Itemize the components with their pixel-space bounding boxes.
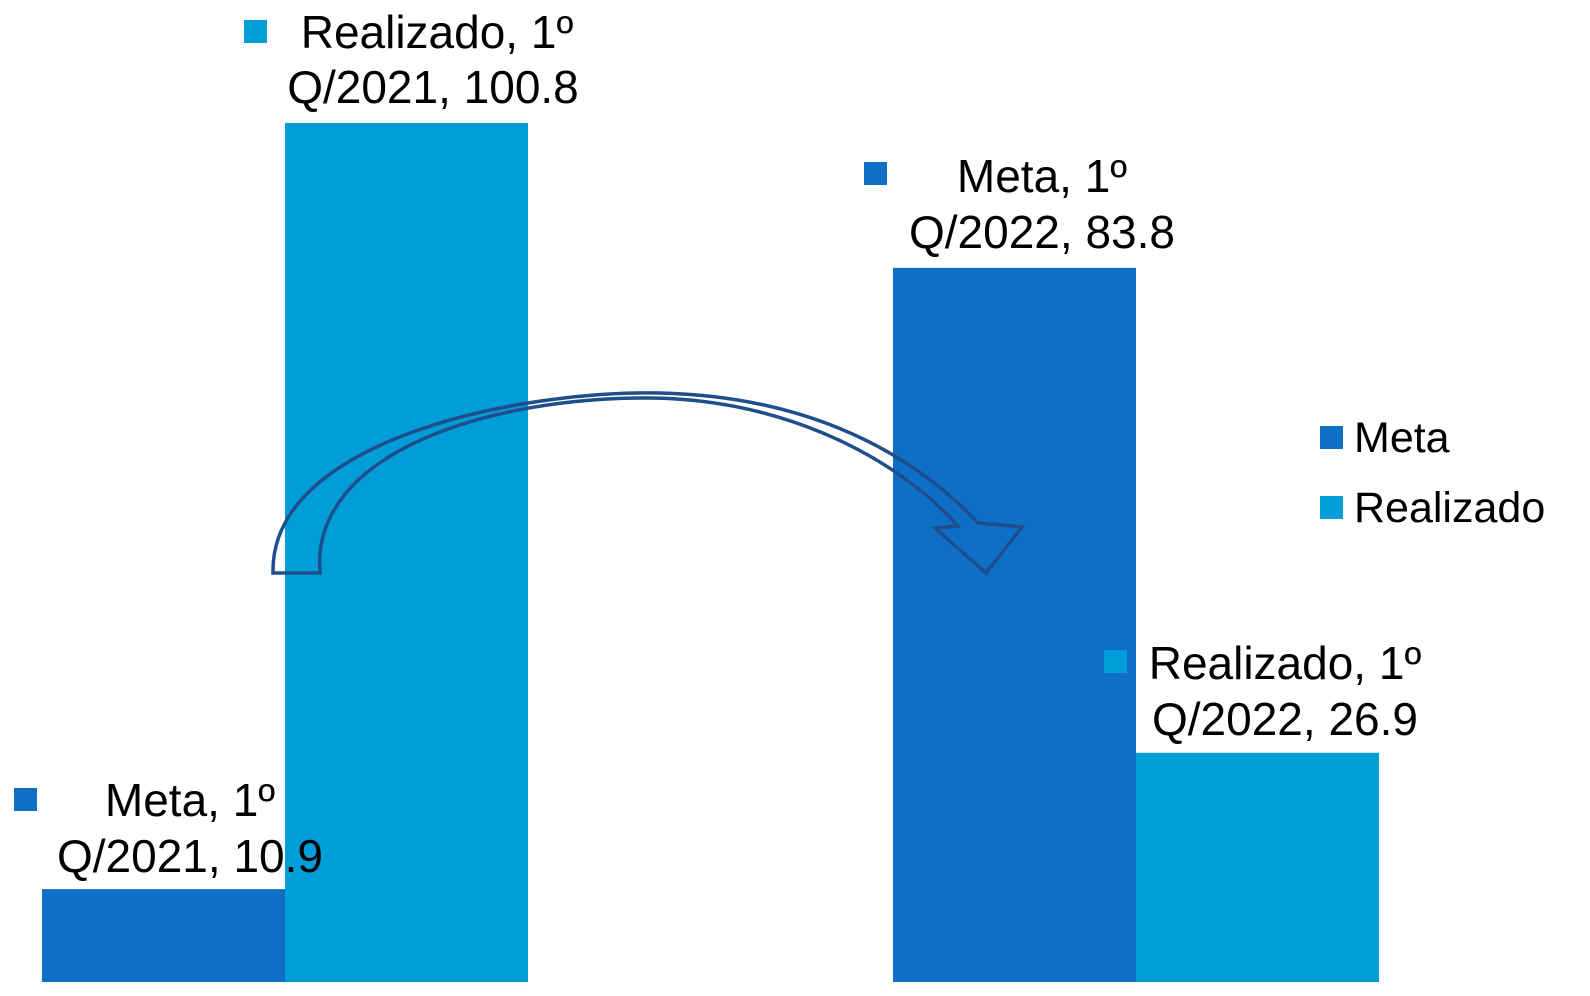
bars-group [42,123,1379,982]
legend-label-realizado: Realizado [1354,484,1545,532]
data-label-line2: Q/2022, 26.9 [1152,693,1418,745]
bar-meta-1 [42,889,285,982]
data-label-marker [864,162,887,185]
legend-swatch-meta [1320,426,1343,449]
bar-realizado-1 [285,123,528,982]
data-label-line1: Realizado, 1º [301,6,574,58]
data-label-line1: Realizado, 1º [1149,637,1422,689]
data-label-line2: Q/2022, 83.8 [909,206,1175,258]
data-label-marker [14,788,37,811]
data-label-marker [1104,650,1127,673]
data-label-line2: Q/2021, 10.9 [57,830,323,882]
legend-swatch-realizado [1320,496,1343,519]
data-label-line1: Meta, 1º [957,150,1127,202]
legend-label-meta: Meta [1354,414,1450,462]
curved-arrow-annotation [271,391,1026,576]
data-label-line2: Q/2021, 100.8 [287,61,579,113]
bar-meta-2 [893,267,1136,982]
bar-realizado-2 [1136,752,1379,982]
data-label-line1: Meta, 1º [105,774,275,826]
data-label-marker [244,20,267,43]
legend: Meta Realizado [1320,414,1545,532]
